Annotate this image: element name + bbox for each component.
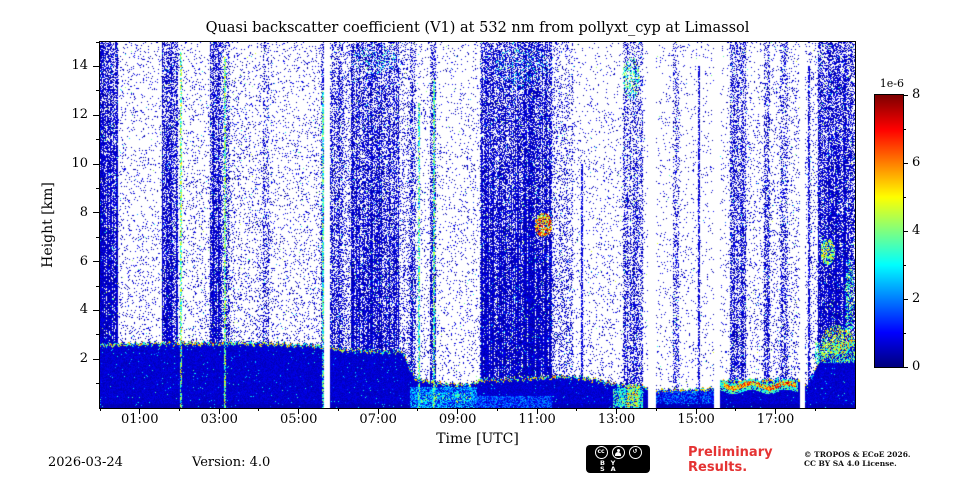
x-minor-tick [178, 408, 180, 411]
y-tick-label: 2 [79, 351, 88, 367]
y-tick [93, 309, 99, 311]
colorbar-tick [903, 230, 908, 232]
y-tick-label: 4 [79, 302, 88, 318]
x-minor-tick [814, 408, 816, 411]
y-tick [93, 114, 99, 116]
x-tick-label: 13:00 [597, 412, 636, 427]
x-tick-label: 17:00 [756, 412, 795, 427]
x-tick [457, 408, 459, 414]
cc-icon: cc [594, 445, 608, 459]
x-tick-label: 03:00 [200, 412, 238, 427]
colorbar-minor-tick [903, 264, 906, 266]
x-tick-label: 11:00 [518, 412, 556, 427]
heatmap-canvas [100, 42, 855, 408]
cc-sa-label: SA [600, 465, 622, 473]
y-minor-tick [96, 187, 99, 189]
x-minor-tick [735, 408, 737, 411]
colorbar-tick [903, 298, 908, 300]
cc-by-sa-badge: cc ↺ BY SA [586, 445, 650, 473]
colorbar-canvas [875, 95, 903, 367]
colorbar-minor-tick [903, 128, 906, 130]
copyright-line1: © TROPOS & ECoE 2026. [804, 450, 911, 459]
preliminary-results-stamp: Preliminary Results. [688, 445, 773, 475]
y-minor-tick [96, 285, 99, 287]
measurement-date: 2026-03-24 [48, 455, 123, 470]
attribution-person-icon [611, 445, 625, 459]
y-tick-label: 12 [71, 107, 88, 123]
y-minor-tick [96, 383, 99, 385]
y-tick-label: 14 [71, 58, 88, 74]
x-minor-tick [655, 408, 657, 411]
x-axis-label: Time [UTC] [436, 431, 519, 447]
colorbar-tick [903, 366, 908, 368]
y-tick [93, 358, 99, 360]
y-minor-tick [96, 236, 99, 238]
x-tick [139, 408, 141, 414]
x-minor-tick [576, 408, 578, 411]
cc-by-label: BY [600, 458, 622, 467]
y-tick [93, 261, 99, 263]
cc-badge-labels: BY SA [586, 458, 650, 473]
x-tick [298, 408, 300, 414]
colorbar-tick-label: 0 [912, 359, 921, 374]
y-minor-tick [96, 139, 99, 141]
preliminary-line2: Results. [688, 460, 748, 475]
preliminary-line1: Preliminary [688, 445, 773, 460]
x-tick-label: 15:00 [677, 412, 715, 427]
x-tick [218, 408, 220, 414]
colorbar-tick [903, 162, 908, 164]
colorbar-tick-label: 8 [912, 87, 921, 102]
y-tick [93, 65, 99, 67]
colorbar-minor-tick [903, 196, 906, 198]
share-alike-icon: ↺ [628, 445, 642, 459]
colorbar-tick-label: 6 [912, 155, 921, 170]
y-tick-label: 10 [71, 156, 88, 171]
x-tick [616, 408, 618, 414]
x-tick [377, 408, 379, 414]
colorbar-tick-label: 4 [912, 223, 921, 238]
colorbar-tick-label: 2 [912, 291, 921, 306]
colorbar-minor-tick [903, 332, 906, 334]
x-tick-label: 09:00 [438, 412, 477, 427]
x-minor-tick [496, 408, 498, 411]
x-tick-label: 05:00 [279, 412, 318, 427]
y-tick [93, 212, 99, 214]
colorbar-scale-label: 1e-6 [879, 77, 904, 90]
y-tick [93, 163, 99, 165]
copyright-line2: CC BY SA 4.0 License. [804, 459, 897, 468]
x-tick [775, 408, 777, 414]
x-minor-tick [417, 408, 419, 411]
copyright-notice: © TROPOS & ECoE 2026. CC BY SA 4.0 Licen… [804, 450, 911, 468]
x-tick-label: 07:00 [359, 412, 397, 427]
plot-frame [99, 41, 856, 409]
version-label: Version: 4.0 [192, 455, 271, 470]
x-tick-label: 01:00 [121, 412, 159, 427]
y-minor-tick [96, 41, 99, 43]
colorbar-tick [903, 94, 908, 96]
y-tick-label: 8 [79, 204, 88, 220]
x-minor-tick [99, 408, 101, 411]
x-tick [536, 408, 538, 414]
x-minor-tick [337, 408, 339, 411]
y-tick-label: 6 [79, 253, 88, 269]
chart-title: Quasi backscatter coefficient (V1) at 53… [205, 20, 750, 36]
y-minor-tick [96, 90, 99, 92]
x-tick [695, 408, 697, 414]
y-minor-tick [96, 334, 99, 336]
cc-badge-icons: cc ↺ [594, 445, 642, 459]
x-minor-tick [258, 408, 260, 411]
